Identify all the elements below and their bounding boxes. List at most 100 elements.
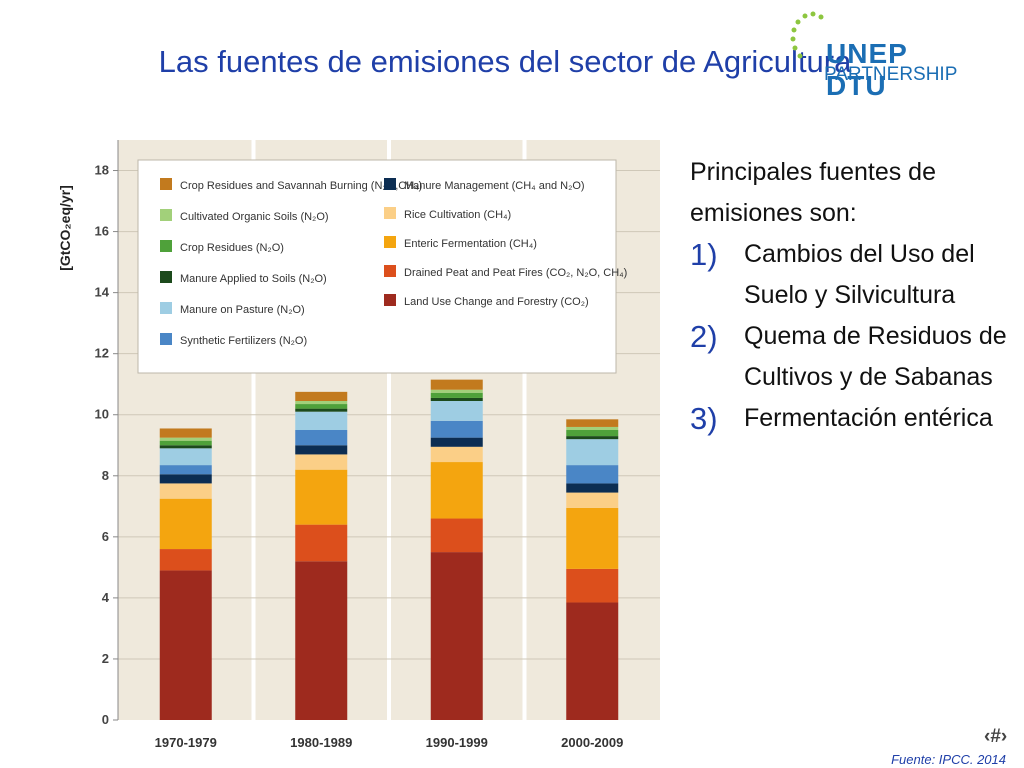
logo-text-unep-dtu: UNEP DTU (826, 38, 908, 101)
x-tick-label: 2000-2009 (561, 735, 623, 750)
bar-segment (566, 483, 619, 493)
bar-segment (159, 448, 212, 466)
legend-label: Manure Applied to Soils (N₂O) (180, 273, 327, 285)
bar-segment (566, 439, 619, 466)
y-tick-label: 0 (102, 712, 109, 727)
column-separator (251, 140, 256, 720)
bar-segment (566, 602, 619, 720)
bar-segment (159, 437, 212, 441)
emissions-stacked-bar-chart: 0 2 4 6 8 10 12 14 16 18 [GtCO₂eq/yr] 1970-1979 1980… (57, 140, 660, 750)
source-citation: Fuente: IPCC. 2014 (891, 752, 1006, 767)
bar-segment (159, 570, 212, 720)
legend-swatch (160, 271, 172, 283)
y-tick-label: 10 (95, 407, 109, 422)
bar-segment (566, 426, 619, 430)
y-tick-label: 12 (95, 346, 109, 361)
legend-swatch (384, 207, 396, 219)
x-tick-label: 1980-1989 (290, 735, 352, 750)
bar-segment (159, 428, 212, 438)
bar-segment (295, 524, 348, 562)
bar-segment (430, 437, 483, 447)
legend-swatch (160, 178, 172, 190)
bar-segment (566, 492, 619, 508)
y-tick-label: 16 (95, 224, 109, 239)
emission-sources-list: Principales fuentes de emisiones son: 1)… (690, 152, 1010, 439)
legend-swatch (160, 240, 172, 252)
list-item: 3) Fermentación entérica (690, 398, 1010, 439)
bar-segment (159, 498, 212, 550)
bar-segment (430, 397, 483, 401)
bar-segment (159, 465, 212, 475)
bar-segment (295, 469, 348, 525)
bar-segment (295, 408, 348, 412)
legend-swatch (384, 236, 396, 248)
bar-segment (159, 483, 212, 499)
legend-label: Enteric Fermentation (CH₄) (404, 238, 537, 250)
list-item-number: 2) (690, 319, 718, 354)
list-item-text: Quema de Residuos de Cultivos y de Saban… (744, 322, 1007, 391)
bar-segment (566, 507, 619, 569)
bar-segment (566, 436, 619, 440)
legend-swatch (384, 265, 396, 277)
legend-swatch (384, 178, 396, 190)
list-item-number: 1) (690, 237, 718, 272)
slide-title: Las fuentes de emisiones del sector de A… (158, 44, 852, 79)
list-intro: Principales fuentes de emisiones son: (690, 158, 936, 227)
legend-label: Manure Management (CH₄ and N₂O) (404, 180, 585, 192)
bar-segment (566, 568, 619, 603)
bar-segment (295, 404, 348, 409)
column-separator (522, 140, 527, 720)
bar-segment (430, 552, 483, 720)
y-axis-label: [GtCO₂eq/yr] (57, 185, 73, 271)
bar-segment (430, 420, 483, 438)
y-tick-label: 6 (102, 529, 109, 544)
bar-segment (566, 465, 619, 484)
list-item-number: 3) (690, 401, 718, 436)
legend-label: Crop Residues and Savannah Burning (N₂O,… (180, 180, 422, 192)
bar-segment (159, 440, 212, 446)
list-item-text: Fermentación entérica (744, 404, 993, 432)
legend-label: Rice Cultivation (CH₄) (404, 209, 511, 221)
x-tick-label: 1970-1979 (155, 735, 217, 750)
bar-segment (430, 462, 483, 519)
bar-segment (430, 379, 483, 390)
legend-label: Manure on Pasture (N₂O) (180, 304, 305, 316)
bar-segment (430, 389, 483, 393)
bar-segment (295, 454, 348, 470)
bar-segment (295, 391, 348, 401)
logo-dots-icon (790, 11, 824, 59)
list-item-text: Cambios del Uso del Suelo y Silvicultura (744, 240, 975, 309)
bar-segment (566, 430, 619, 437)
column-separator (387, 140, 391, 720)
bar-segment (295, 430, 348, 446)
y-tick-label: 2 (102, 651, 109, 666)
legend-swatch (160, 302, 172, 314)
bar-segment (295, 445, 348, 455)
legend-swatch (160, 209, 172, 221)
list-item: 2) Quema de Residuos de Cultivos y de Sa… (690, 316, 1010, 398)
bar-segment (159, 549, 212, 571)
y-tick-label: 4 (102, 590, 110, 605)
y-tick-label: 8 (102, 468, 109, 483)
bar-segment (430, 392, 483, 398)
logo-text-partnership: PARTNERSHIP (824, 64, 958, 85)
y-tick-label: 18 (95, 163, 109, 178)
bar-segment (430, 446, 483, 463)
bar-segment (295, 411, 348, 430)
legend-swatch (384, 294, 396, 306)
bar-segment (295, 561, 348, 720)
bar-segment (566, 419, 619, 427)
legend-label: Crop Residues (N₂O) (180, 242, 284, 254)
chart-legend: Crop Residues and Savannah Burning (N₂O,… (137, 159, 627, 374)
legend-label: Land Use Change and Forestry (CO₂) (404, 296, 589, 308)
bar-segment (159, 474, 212, 484)
y-tick-label: 14 (95, 285, 110, 300)
list-item: 1) Cambios del Uso del Suelo y Silvicult… (690, 234, 1010, 316)
bar-segment (430, 401, 483, 421)
unep-dtu-logo: UNEP DTU PARTNERSHIP (788, 8, 968, 101)
legend-label: Synthetic Fertilizers (N₂O) (180, 335, 307, 347)
bar-segment (159, 445, 212, 449)
bar-segment (295, 401, 348, 405)
slide-number: ‹#› (984, 726, 1008, 747)
x-tick-label: 1990-1999 (426, 735, 488, 750)
